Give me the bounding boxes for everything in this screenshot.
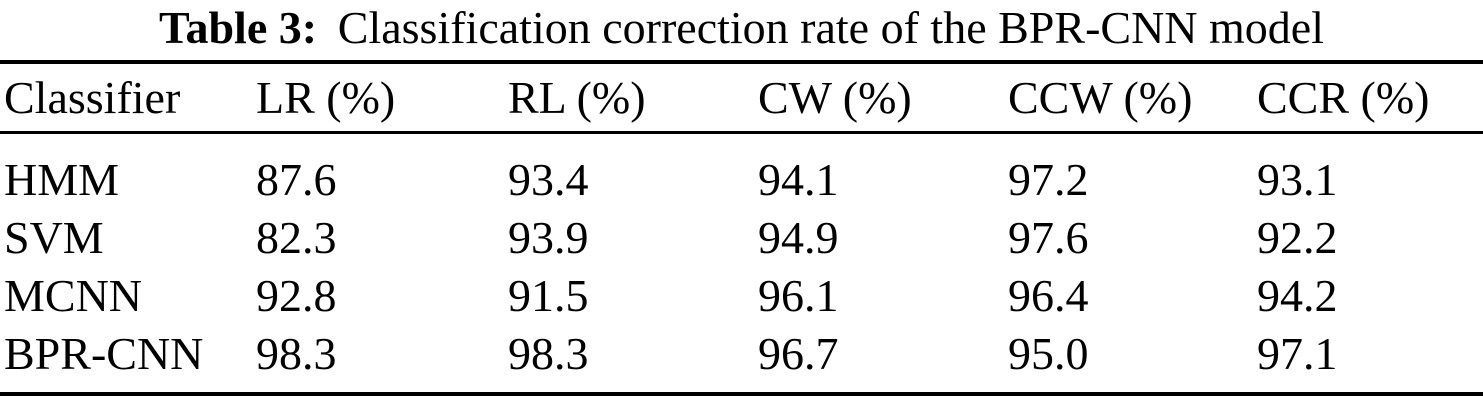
table-header: Classifier LR (%) RL (%) CW (%) CCW (%) … — [0, 62, 1483, 134]
column-header-rl: RL (%) — [508, 62, 758, 134]
cell-classifier: SVM — [4, 211, 104, 263]
column-header-ccr: CCR (%) — [1257, 62, 1483, 134]
cell-value: 96.4 — [1008, 269, 1089, 321]
cell-value: 93.1 — [1257, 153, 1338, 205]
table-caption: Table 3: Classification correction rate o… — [0, 0, 1483, 56]
cell-value: 96.7 — [758, 327, 839, 379]
column-header-ccw: CCW (%) — [1008, 62, 1257, 134]
cell-value: 82.3 — [256, 211, 337, 263]
cell-value: 96.1 — [758, 269, 839, 321]
cell-classifier: BPR-CNN — [4, 327, 204, 379]
header-row: Classifier LR (%) RL (%) CW (%) CCW (%) … — [0, 62, 1483, 134]
cell-value: 94.1 — [758, 153, 839, 205]
cell-classifier: HMM — [4, 153, 120, 205]
cell-value: 97.2 — [1008, 153, 1089, 205]
table-row-mcnn: MCNN 92.8 91.5 96.1 96.4 94.2 — [0, 266, 1483, 324]
cell-value: 95.0 — [1008, 327, 1089, 379]
cell-value: 97.1 — [1257, 327, 1338, 379]
column-header-cw: CW (%) — [758, 62, 1008, 134]
cell-value: 98.3 — [256, 327, 337, 379]
table-row-bpr-cnn: BPR-CNN 98.3 98.3 96.7 95.0 97.1 — [0, 324, 1483, 394]
table-row-svm: SVM 82.3 93.9 94.9 97.6 92.2 — [0, 208, 1483, 266]
cell-value: 94.2 — [1257, 269, 1338, 321]
table-body: HMM 87.6 93.4 94.1 97.2 93.1 SVM 82.3 93… — [0, 133, 1483, 395]
column-header-classifier: Classifier — [0, 62, 256, 134]
table-row-hmm: HMM 87.6 93.4 94.1 97.2 93.1 — [0, 133, 1483, 209]
cell-value: 94.9 — [758, 211, 839, 263]
classification-results-table: Classifier LR (%) RL (%) CW (%) CCW (%) … — [0, 60, 1483, 396]
table-caption-text: Classification correction rate of the BP… — [337, 2, 1324, 53]
cell-value: 93.4 — [508, 153, 589, 205]
cell-value: 98.3 — [508, 327, 589, 379]
cell-value: 92.8 — [256, 269, 337, 321]
column-header-lr: LR (%) — [256, 62, 508, 134]
cell-value: 92.2 — [1257, 211, 1338, 263]
cell-value: 87.6 — [256, 153, 337, 205]
cell-value: 91.5 — [508, 269, 589, 321]
cell-classifier: MCNN — [4, 269, 143, 321]
table-caption-label: Table 3: — [159, 2, 318, 53]
cell-value: 97.6 — [1008, 211, 1089, 263]
cell-value: 93.9 — [508, 211, 589, 263]
